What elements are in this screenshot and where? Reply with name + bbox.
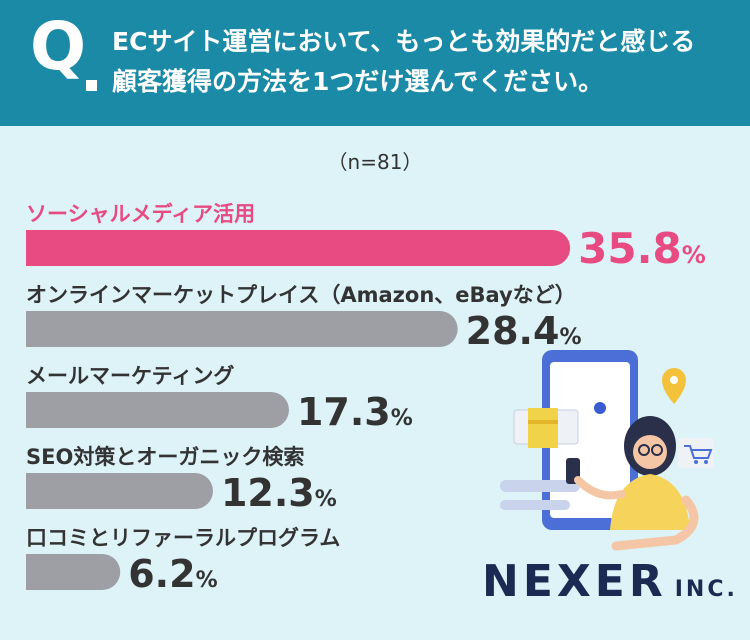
category-label: ソーシャルメディア活用 <box>26 202 255 226</box>
category-label: メールマーケティング <box>26 364 234 388</box>
gift-icon <box>528 408 558 448</box>
percent-unit: % <box>391 406 413 431</box>
percent-unit: % <box>315 487 337 512</box>
bar <box>26 473 213 509</box>
nexer-logo: NEXER INC. <box>482 560 738 604</box>
bar <box>26 311 458 347</box>
value-label: 17.3% <box>297 390 413 434</box>
question-line-1: ECサイト運営において、もっとも効果的だと感じる <box>112 27 696 56</box>
sample-size-label: （n=81） <box>327 150 423 174</box>
category-label: SEO対策とオーガニック検索 <box>26 445 304 469</box>
brand-suffix: INC. <box>674 577 738 602</box>
question-text: ECサイト運営において、もっとも効果的だと感じる 顧客獲得の方法を1つだけ選んで… <box>112 22 738 102</box>
shopping-person-illustration <box>500 350 714 551</box>
question-line-2: 顧客獲得の方法を1つだけ選んでください。 <box>112 67 604 96</box>
value-label: 28.4% <box>466 309 582 353</box>
bar <box>26 392 289 428</box>
question-header: Q ECサイト運営において、もっとも効果的だと感じる 顧客獲得の方法を1つだけ選… <box>0 0 750 126</box>
category-label: 口コミとリファーラルプログラム <box>26 526 340 550</box>
q-dot <box>86 80 97 91</box>
brand-name: NEXER <box>482 556 667 607</box>
percent-unit: % <box>559 325 581 350</box>
bar <box>26 230 571 266</box>
value-label: 12.3% <box>221 471 337 515</box>
person-face <box>633 435 667 469</box>
location-pin-icon <box>662 368 686 404</box>
category-label: オンラインマーケットプレイス（Amazon、eBayなど） <box>26 283 576 307</box>
value-label: 6.2% <box>128 552 217 596</box>
person-shirt <box>610 474 690 530</box>
bar <box>26 554 121 590</box>
q-mark: Q <box>30 8 87 85</box>
bell-icon <box>594 402 606 414</box>
percent-unit: % <box>682 241 706 269</box>
value-label: 35.8% <box>578 224 706 273</box>
percent-unit: % <box>196 568 218 593</box>
